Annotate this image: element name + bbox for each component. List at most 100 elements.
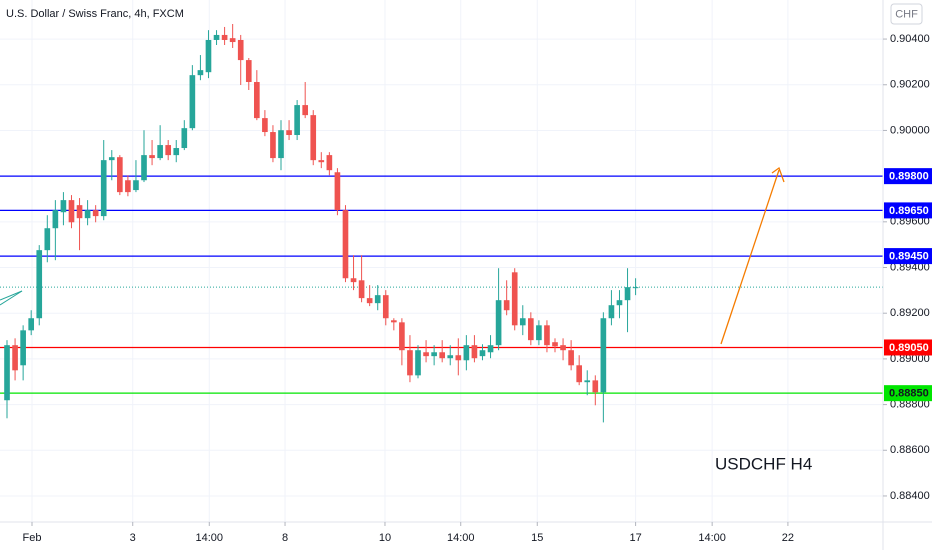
candle-body xyxy=(20,330,26,366)
candle-body xyxy=(318,160,325,163)
x-tick-label: 10 xyxy=(379,532,391,544)
candle-body xyxy=(519,318,526,326)
level-label: 0.89800 xyxy=(889,171,929,183)
candle-body xyxy=(382,295,389,319)
level-label-box xyxy=(884,385,932,402)
candle-body xyxy=(165,145,172,156)
candle-body xyxy=(278,130,284,159)
candle-body xyxy=(487,345,494,353)
candle-body xyxy=(399,322,405,351)
level-label: 0.89450 xyxy=(889,250,929,262)
candle-body xyxy=(181,128,188,149)
candle-body xyxy=(229,38,236,43)
candle-body xyxy=(560,345,566,351)
candle-body xyxy=(544,325,550,346)
candle-body xyxy=(358,280,365,299)
candle-body xyxy=(221,34,228,40)
candle-body xyxy=(495,300,502,346)
candle-body xyxy=(431,352,437,357)
candle-body xyxy=(568,350,574,366)
x-tick-label: 15 xyxy=(531,532,543,544)
candle-body xyxy=(173,148,180,156)
candle-body xyxy=(100,160,107,217)
candle-body xyxy=(342,210,349,279)
candle-body xyxy=(189,75,196,129)
candle-body xyxy=(624,287,631,301)
candle-body xyxy=(254,82,260,119)
candle-body xyxy=(576,365,583,383)
level-label: 0.89050 xyxy=(889,342,929,354)
candle-body xyxy=(350,278,357,283)
candle-body xyxy=(407,350,413,376)
candle-body xyxy=(463,345,470,361)
level-label-box xyxy=(884,202,932,219)
x-tick-label: 14:00 xyxy=(698,532,726,544)
y-tick-label: 0.89000 xyxy=(890,353,930,365)
candle-body xyxy=(149,155,155,159)
y-tick-label: 0.89400 xyxy=(890,261,930,273)
trend-line xyxy=(0,290,23,301)
x-tick-label: 22 xyxy=(782,532,794,544)
candle-body xyxy=(60,200,67,213)
candle-body xyxy=(528,318,534,341)
candle-body xyxy=(439,352,446,359)
x-tick-label: 14:00 xyxy=(447,532,475,544)
y-tick-label: 0.88400 xyxy=(890,490,930,502)
level-label-box xyxy=(884,168,932,185)
candle-body xyxy=(197,70,204,76)
candle-body xyxy=(44,228,51,251)
candle-body xyxy=(52,210,59,229)
candle-body xyxy=(133,180,139,191)
candle-body xyxy=(584,380,591,383)
candle-body xyxy=(471,345,478,359)
candle-body xyxy=(84,210,91,219)
candle-body xyxy=(447,355,454,359)
candle-body xyxy=(76,205,83,219)
x-tick-label: 17 xyxy=(629,532,641,544)
chart-title: U.S. Dollar / Swiss Franc, 4h, FXCM xyxy=(6,8,184,20)
candle-body xyxy=(4,345,10,401)
candle-body xyxy=(245,60,252,83)
candle-body xyxy=(302,105,309,116)
candle-body xyxy=(141,155,147,181)
y-tick-label: 0.90200 xyxy=(890,79,930,91)
arrow-head xyxy=(771,166,785,183)
candle-body xyxy=(374,295,381,304)
candle-body xyxy=(423,352,429,357)
level-label: 0.89650 xyxy=(889,205,929,217)
y-tick-label: 0.89600 xyxy=(890,216,930,228)
candle-body xyxy=(125,180,131,193)
trend-line xyxy=(0,290,23,306)
candle-body xyxy=(92,210,99,217)
arrow-line xyxy=(720,169,780,345)
candle-body xyxy=(600,318,607,393)
candle-body xyxy=(366,298,373,304)
x-tick-label: Feb xyxy=(23,532,42,544)
candle-body xyxy=(237,39,244,61)
candle-body xyxy=(326,155,333,171)
x-tick-label: 14:00 xyxy=(196,532,224,544)
currency-button[interactable] xyxy=(890,3,923,25)
currency-label: CHF xyxy=(895,8,918,20)
candle-body xyxy=(68,200,75,223)
candle-body xyxy=(592,380,599,393)
candle-body xyxy=(536,325,542,341)
candle-body xyxy=(415,350,421,376)
candle-body xyxy=(157,145,163,159)
candle-body xyxy=(28,318,35,331)
y-tick-label: 0.88800 xyxy=(890,398,930,410)
candle-body xyxy=(455,355,462,361)
candle-body xyxy=(108,157,115,161)
candle-body xyxy=(12,345,18,371)
candle-body xyxy=(391,320,397,323)
candle-body xyxy=(552,342,558,347)
candle-body xyxy=(262,118,268,133)
candle-body xyxy=(117,157,123,193)
candle-body xyxy=(334,172,341,211)
candle-body xyxy=(205,39,212,73)
y-tick-label: 0.90000 xyxy=(890,124,930,136)
x-tick-label: 8 xyxy=(282,532,288,544)
candle-body xyxy=(511,272,518,326)
